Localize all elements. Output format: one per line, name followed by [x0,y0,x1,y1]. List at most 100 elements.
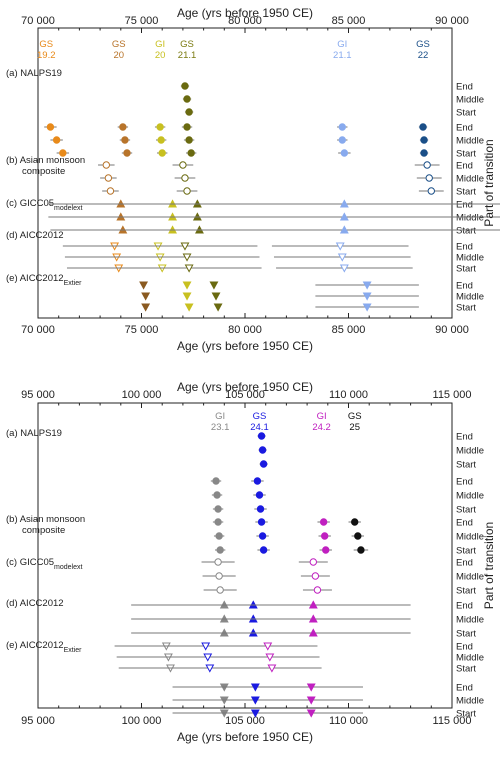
data-point [339,264,349,273]
plot-frame [37,27,453,319]
record-label: (d) AICC2012 [6,598,64,609]
x-tick-label-top: 90 000 [435,15,469,27]
row-part-label: End [456,558,473,569]
row-part-label: Middle [456,446,484,457]
x-tick-label-top: 80 000 [228,15,262,27]
data-point [216,546,224,554]
row-part-label: End [456,200,473,211]
data-point [362,292,372,301]
data-point [263,642,273,651]
row-part-label: Middle [456,615,484,626]
event-label-number: 24.1 [250,422,269,433]
row-part-label: End [456,281,473,292]
event-label-type: GI [317,411,327,422]
record-label: (e) AICC2012Extier [6,640,82,654]
row-part-label: Start [456,108,476,119]
data-point [184,264,194,273]
event-label-type: GI [337,39,347,50]
data-point [216,586,224,594]
data-point [339,225,349,234]
x-tick-label-bottom: 75 000 [125,324,159,336]
row-part-label: Middle [456,491,484,502]
data-point [179,161,187,169]
data-point [308,628,318,637]
data-point [320,532,329,540]
x-tick-label-top: 95 000 [21,389,55,401]
record-label: (a) NALPS19 [6,428,62,439]
record-label-subscript: modelext [54,205,82,212]
data-point [319,518,328,526]
record-label-main: (c) GICC05 [6,557,54,568]
data-point [214,505,222,513]
data-point [250,709,260,718]
row-part-label: Start [456,264,476,275]
data-point [335,242,345,251]
data-point [420,136,428,144]
data-point [119,123,127,131]
x-tick-label-bottom: 90 000 [435,324,469,336]
data-point [311,572,320,580]
data-point [351,518,359,526]
row-part-label: End [456,432,473,443]
x-tick-label-top: 100 000 [122,389,162,401]
data-point [212,477,220,485]
data-point [185,108,193,116]
data-point [362,303,372,312]
row-part-label: Start [456,226,476,237]
data-point [139,281,149,290]
y-axis-title-right: Part of transition [482,139,496,226]
data-point [420,149,428,157]
event-label-number: 19.2 [37,50,56,61]
event-label-number: 24.2 [312,422,331,433]
data-point [337,253,347,262]
data-point [419,123,427,131]
row-part-label: Start [456,709,476,720]
data-point [258,532,267,540]
record-label-main: (e) AICC2012 [6,273,64,284]
data-point [257,518,266,526]
data-point [338,123,346,131]
data-point [423,161,431,169]
event-label-number: 23.1 [211,422,230,433]
x-axis-title-bottom: Age (yrs before 1950 CE) [177,730,313,744]
data-point [213,303,223,312]
data-point [157,136,165,144]
row-part-label: Middle [456,213,484,224]
panel-top: 70 000 70 000 75 000 75 000 80 000 80 000 85 0… [6,6,500,353]
panel-bottom: 95 000 95 000 100 000 100 000 105 000 105 000… [6,380,496,744]
row-part-label: Start [456,629,476,640]
record-label-main: (a) NALPS19 [6,68,62,79]
event-label-number: 22 [418,50,429,61]
event-label-number: 20 [113,50,124,61]
row-part-label: End [456,477,473,488]
row-part-label: Middle [456,572,484,583]
data-point [156,123,164,131]
row-part-label: Start [456,187,476,198]
data-point [215,532,223,540]
data-point [309,558,318,566]
row-part-label: Middle [456,292,484,303]
data-point [181,82,189,90]
event-label-type: GS [253,411,267,422]
data-point [183,187,191,195]
row-part-label: Start [456,546,476,557]
row-part-label: Start [456,460,476,471]
data-point [106,187,115,195]
data-point [183,123,191,131]
data-point [215,572,223,580]
data-point [201,642,211,651]
data-point [213,491,221,499]
row-part-label: End [456,82,473,93]
data-point [184,303,194,312]
event-label-type: GS [112,39,126,50]
data-point [209,281,219,290]
x-tick-label-bottom: 115 000 [433,715,472,727]
x-tick-label-bottom: 105 000 [225,715,265,727]
data-point [308,600,318,609]
record-label-main: (a) NALPS19 [6,428,62,439]
row-part-label: Start [456,586,476,597]
x-axis-title-top: Age (yrs before 1950 CE) [177,380,313,394]
data-point [214,518,222,526]
row-part-label: End [456,242,473,253]
